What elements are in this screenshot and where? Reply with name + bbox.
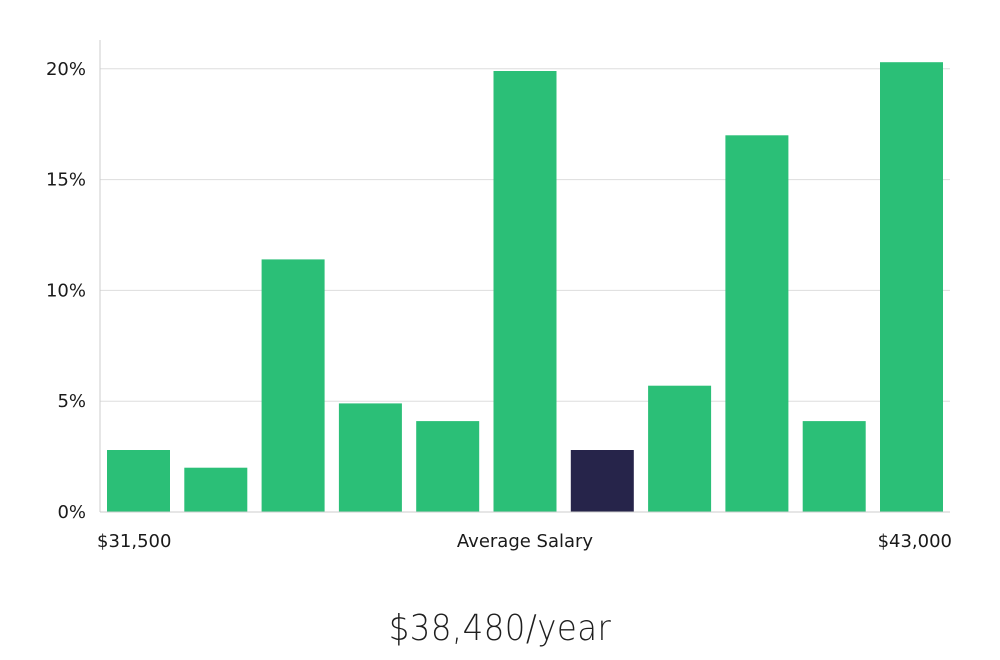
bars: [107, 62, 943, 513]
bar-2: [261, 259, 325, 512]
bar-3: [338, 403, 402, 512]
axes: [99, 40, 950, 513]
x-min-label: $31,500: [97, 531, 171, 552]
x-axis-title: Average Salary: [457, 531, 594, 552]
salary-histogram-chart: 0% 5% 10% 15% 20% $31,500 Average Salary $43…: [46, 40, 952, 552]
y-tick-labels: 0% 5% 10% 15% 20%: [46, 59, 86, 523]
bar-4: [416, 421, 480, 512]
bar-0: [107, 450, 170, 512]
bar-7: [648, 385, 712, 512]
bar-1: [184, 467, 248, 512]
bar-8: [725, 135, 789, 513]
bar-5: [493, 71, 557, 512]
y-tick-label-1: 5%: [57, 391, 86, 412]
y-tick-label-0: 0%: [57, 502, 86, 523]
y-tick-label-3: 15%: [46, 170, 86, 191]
x-max-label: $43,000: [878, 531, 952, 552]
bar-highlighted: [570, 450, 634, 512]
average-salary-value: $38,480/year: [388, 608, 612, 649]
bar-9: [802, 421, 866, 512]
bar-10: [880, 62, 943, 512]
y-tick-label-2: 10%: [46, 280, 86, 301]
y-tick-label-4: 20%: [46, 59, 86, 80]
